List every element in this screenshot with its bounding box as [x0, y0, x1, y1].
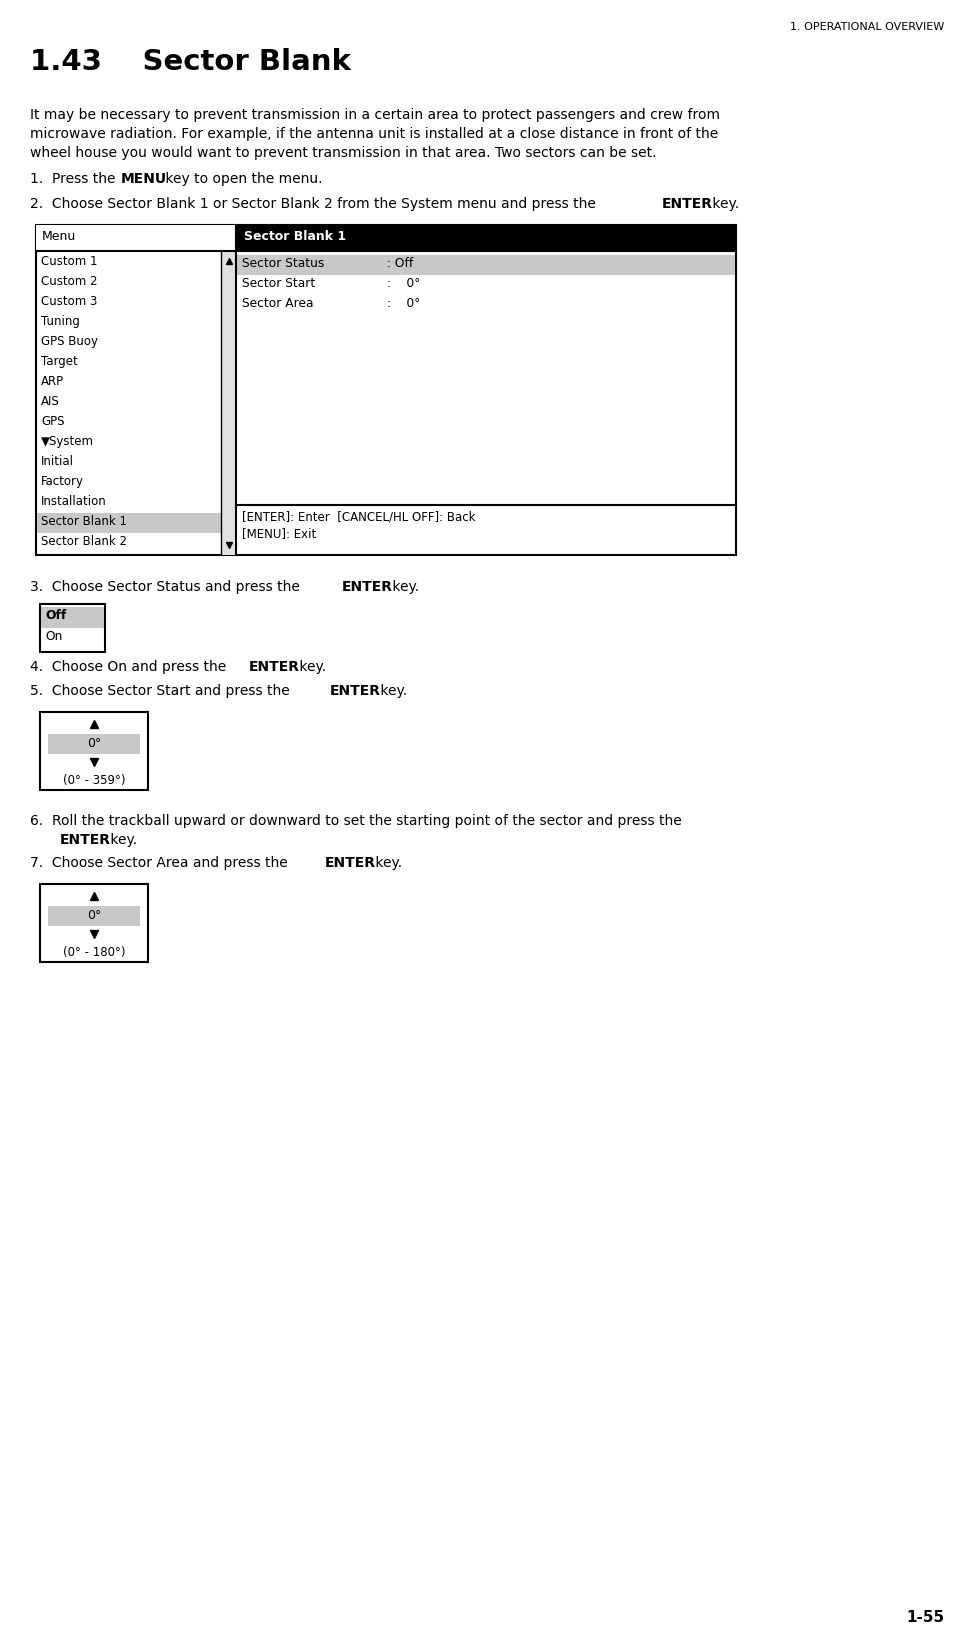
- Text: 7.  Choose Sector Area and press the: 7. Choose Sector Area and press the: [30, 856, 292, 870]
- Text: 2.  Choose Sector Blank 1 or Sector Blank 2 from the System menu and press the: 2. Choose Sector Blank 1 or Sector Blank…: [30, 197, 600, 211]
- Bar: [40, 605, 105, 652]
- Text: key.: key.: [371, 856, 402, 870]
- Text: key.: key.: [106, 833, 137, 847]
- Text: 3.  Choose Sector Status and press the: 3. Choose Sector Status and press the: [30, 580, 304, 593]
- Text: Custom 3: Custom 3: [41, 295, 97, 308]
- Text: 1. OPERATIONAL OVERVIEW: 1. OPERATIONAL OVERVIEW: [790, 21, 944, 33]
- Text: Sector Start: Sector Start: [242, 277, 316, 290]
- Bar: [237, 256, 735, 275]
- Text: ENTER: ENTER: [342, 580, 393, 593]
- Text: ENTER: ENTER: [60, 833, 111, 847]
- Text: ENTER: ENTER: [249, 661, 300, 674]
- Text: key.: key.: [708, 197, 739, 211]
- Text: On: On: [45, 629, 62, 642]
- Text: : Off: : Off: [387, 257, 413, 270]
- Text: wheel house you would want to prevent transmission in that area. Two sectors can: wheel house you would want to prevent tr…: [30, 146, 656, 161]
- Text: GPS Buoy: GPS Buoy: [41, 334, 98, 347]
- Text: (0° - 180°): (0° - 180°): [62, 946, 126, 959]
- Text: Sector Blank 2: Sector Blank 2: [41, 534, 127, 547]
- Text: 1.  Press the: 1. Press the: [30, 172, 120, 185]
- Text: ENTER: ENTER: [330, 683, 381, 698]
- Bar: [41, 606, 104, 628]
- Text: Installation: Installation: [41, 495, 107, 508]
- Text: [ENTER]: Enter  [CANCEL/HL OFF]: Back: [ENTER]: Enter [CANCEL/HL OFF]: Back: [242, 510, 475, 523]
- Text: :    0°: : 0°: [387, 277, 420, 290]
- Text: Custom 2: Custom 2: [41, 275, 97, 288]
- Text: Initial: Initial: [41, 456, 74, 469]
- Text: 0°: 0°: [87, 738, 101, 751]
- Text: key.: key.: [295, 661, 326, 674]
- Text: 6.  Roll the trackball upward or downward to set the starting point of the secto: 6. Roll the trackball upward or downward…: [30, 815, 682, 828]
- Bar: [236, 225, 736, 251]
- Text: ▼System: ▼System: [41, 434, 94, 447]
- Text: 4.  Choose On and press the: 4. Choose On and press the: [30, 661, 231, 674]
- Text: AIS: AIS: [41, 395, 59, 408]
- Text: :    0°: : 0°: [387, 297, 420, 310]
- Bar: [40, 883, 148, 962]
- Text: 5.  Choose Sector Start and press the: 5. Choose Sector Start and press the: [30, 683, 294, 698]
- Text: Sector Blank 1: Sector Blank 1: [244, 229, 346, 243]
- Text: [MENU]: Exit: [MENU]: Exit: [242, 528, 317, 539]
- Text: ENTER: ENTER: [325, 856, 376, 870]
- Text: Custom 1: Custom 1: [41, 256, 97, 269]
- Bar: [36, 225, 736, 556]
- Text: Target: Target: [41, 356, 78, 369]
- Text: 1.43    Sector Blank: 1.43 Sector Blank: [30, 48, 351, 75]
- Text: GPS: GPS: [41, 415, 64, 428]
- Text: ARP: ARP: [41, 375, 64, 388]
- Text: MENU: MENU: [121, 172, 168, 185]
- Text: Factory: Factory: [41, 475, 84, 488]
- Text: Sector Area: Sector Area: [242, 297, 314, 310]
- Text: Sector Status: Sector Status: [242, 257, 324, 270]
- Bar: [36, 225, 236, 251]
- Text: Off: Off: [45, 610, 66, 621]
- Text: key to open the menu.: key to open the menu.: [161, 172, 322, 185]
- Bar: [48, 906, 140, 926]
- Text: Tuning: Tuning: [41, 315, 80, 328]
- Bar: [37, 513, 221, 533]
- Text: (0° - 359°): (0° - 359°): [62, 774, 126, 787]
- Text: key.: key.: [376, 683, 407, 698]
- Text: ENTER: ENTER: [662, 197, 713, 211]
- Text: Sector Blank 1: Sector Blank 1: [41, 515, 127, 528]
- Text: 1-55: 1-55: [906, 1609, 944, 1624]
- Bar: [40, 711, 148, 790]
- Text: Menu: Menu: [42, 229, 76, 243]
- Bar: [221, 251, 236, 556]
- Bar: [48, 734, 140, 754]
- Text: microwave radiation. For example, if the antenna unit is installed at a close di: microwave radiation. For example, if the…: [30, 126, 718, 141]
- Text: 0°: 0°: [87, 910, 101, 923]
- Text: It may be necessary to prevent transmission in a certain area to protect passeng: It may be necessary to prevent transmiss…: [30, 108, 720, 121]
- Text: key.: key.: [388, 580, 419, 593]
